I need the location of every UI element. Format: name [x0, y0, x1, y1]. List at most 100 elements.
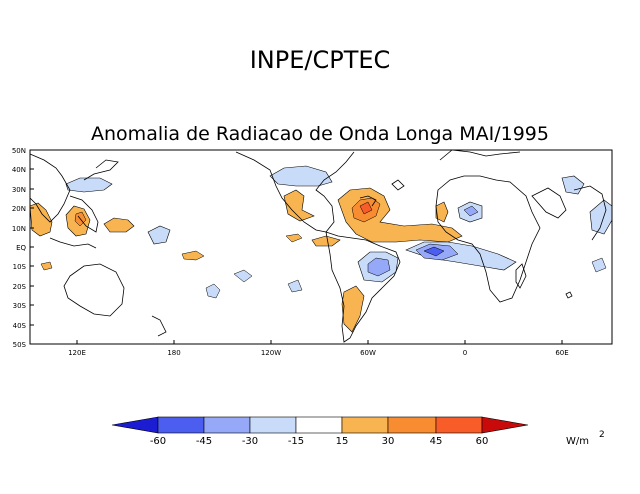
colorbar: -60 -45 -30 -15 15 30 45 60 W/m 2 — [111, 416, 605, 447]
lon-label: 60W — [360, 349, 376, 357]
positive-anomalies — [29, 187, 463, 333]
coastlines — [29, 149, 607, 343]
lat-tick: 30N — [12, 186, 34, 194]
coastline-island — [391, 179, 405, 191]
map-title: Anomalia de Radiacao de Onda Longa MAI/1… — [91, 123, 549, 145]
lon-tick: 120E — [68, 340, 86, 357]
colorbar-segment — [435, 416, 483, 434]
coastline-indonesia — [49, 237, 97, 249]
anomaly-patch — [40, 261, 53, 271]
anomaly-patch — [311, 235, 341, 247]
colorbar-segment — [387, 416, 437, 434]
anomaly-patch — [147, 225, 171, 245]
lat-label: EQ — [16, 244, 26, 252]
anomaly-patch — [269, 165, 333, 187]
lat-label: 40N — [12, 166, 26, 174]
lon-label: 120E — [68, 349, 86, 357]
anomaly-patch — [435, 201, 449, 223]
lat-tick: 10S — [13, 263, 34, 271]
coastline-arabia — [531, 187, 567, 219]
colorbar-tick-label: 15 — [336, 436, 349, 447]
lon-label: 120W — [261, 349, 281, 357]
lat-label: 10S — [13, 263, 27, 271]
anomaly-patch — [103, 217, 135, 233]
lon-tick: 60W — [360, 340, 376, 357]
coastline-india — [573, 185, 607, 241]
colorbar-tick-label: 30 — [382, 436, 395, 447]
lon-label: 180 — [167, 349, 180, 357]
lon-label: 60E — [555, 349, 568, 357]
lat-label: 20N — [12, 205, 26, 213]
colorbar-units-exponent: 2 — [599, 430, 605, 440]
anomaly-patch — [287, 279, 303, 293]
lat-tick: 50N — [12, 147, 34, 155]
lon-tick: 120W — [261, 340, 281, 357]
colorbar-segment — [203, 416, 251, 434]
coastline-island — [565, 291, 573, 299]
lat-tick: EQ — [16, 244, 34, 252]
coastline-asia — [29, 153, 71, 223]
colorbar-tick-label: -60 — [150, 436, 166, 447]
anomaly-patch — [367, 257, 391, 277]
colorbar-tick-label: 45 — [430, 436, 443, 447]
lat-tick: 40S — [13, 322, 34, 330]
lat-tick: 10N — [12, 225, 34, 233]
lat-label: 10N — [12, 225, 26, 233]
colorbar-units: W/m — [566, 436, 589, 447]
lat-label: 40S — [13, 322, 27, 330]
negative-anomalies — [65, 165, 613, 299]
lat-tick: 50S — [13, 341, 34, 349]
colorbar-segment — [249, 416, 297, 434]
lon-label: 0 — [463, 349, 467, 357]
lat-tick: 20N — [12, 205, 34, 213]
anomaly-patch — [65, 177, 113, 193]
anomaly-patch — [181, 250, 205, 261]
anomaly-patch — [591, 257, 607, 273]
colorbar-segment — [295, 416, 343, 434]
colorbar-tick-label: -30 — [242, 436, 258, 447]
coastline-japan — [83, 159, 119, 181]
colorbar-arrow-low — [111, 416, 159, 434]
coastline-asia-southeast — [69, 195, 99, 233]
anomaly-patch — [205, 283, 221, 299]
lat-tick: 40N — [12, 166, 34, 174]
anomaly-patch — [423, 246, 445, 257]
coastline-australia — [63, 263, 125, 317]
map-panel: 50N 40N 30N 20N 10N EQ 10S 20S 30S 40S 5… — [12, 147, 613, 357]
coastline-caribbean — [359, 195, 377, 207]
anomaly-patch — [233, 269, 253, 283]
colorbar-segment — [157, 416, 205, 434]
lat-tick: 30S — [13, 302, 34, 310]
lat-label: 20S — [13, 283, 27, 291]
anomaly-patch — [285, 233, 303, 243]
lat-label: 30N — [12, 186, 26, 194]
lat-label: 50N — [12, 147, 26, 155]
lat-label: 30S — [13, 302, 27, 310]
coastline-europe — [439, 149, 521, 161]
latitude-axis: 50N 40N 30N 20N 10N EQ 10S 20S 30S 40S 5… — [12, 147, 34, 349]
coastline-south-america — [325, 231, 401, 343]
anomaly-patch — [463, 205, 479, 217]
lat-tick: 20S — [13, 283, 34, 291]
coastline-new-zealand — [151, 315, 167, 337]
coastline-madagascar — [515, 263, 527, 289]
institution-title: INPE/CPTEC — [250, 46, 391, 74]
colorbar-tick-label: -15 — [288, 436, 304, 447]
lon-tick: 0 — [463, 340, 467, 357]
coastline-africa — [435, 175, 541, 303]
anomaly-patch — [29, 202, 53, 237]
colorbar-tick-label: 60 — [476, 436, 489, 447]
longitude-axis: 120E 180 120W 60W 0 60E — [68, 340, 569, 357]
coastline-north-america-east — [315, 151, 355, 233]
coastline-north-america-west — [235, 151, 327, 233]
anomaly-patch — [341, 285, 365, 333]
lat-label: 50S — [13, 341, 27, 349]
anomaly-patch — [561, 175, 585, 195]
anomaly-patch — [359, 201, 373, 215]
colorbar-segment — [341, 416, 389, 434]
lon-tick: 180 — [167, 340, 181, 357]
anomaly-patch — [283, 189, 315, 222]
colorbar-tick-label: -45 — [196, 436, 212, 447]
colorbar-arrow-high — [481, 416, 529, 434]
